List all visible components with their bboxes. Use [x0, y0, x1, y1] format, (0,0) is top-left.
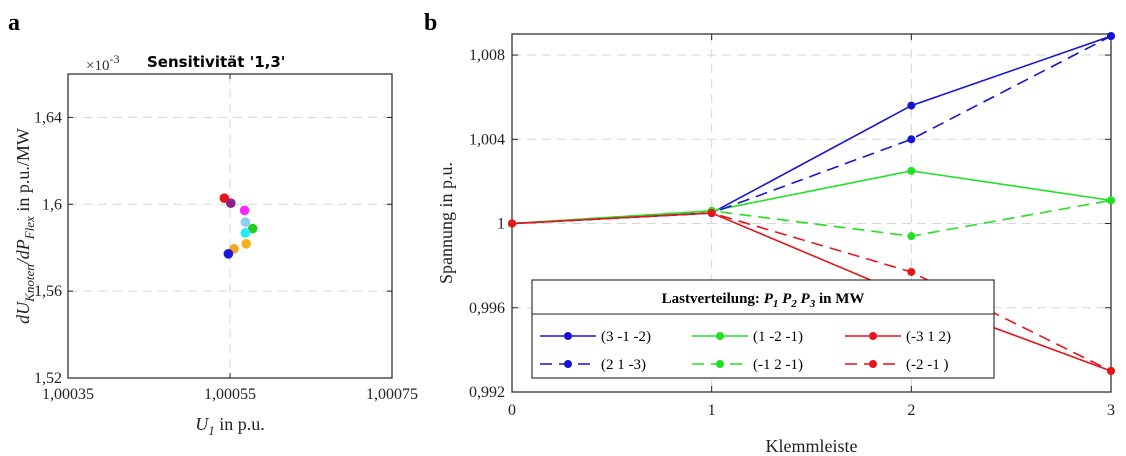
x-tick-label: 1: [708, 402, 716, 419]
y-axis-label: Spannung in p.u.: [436, 162, 456, 284]
legend-marker: [869, 332, 877, 340]
x-tick-label: 1,00055: [204, 386, 256, 403]
legend-marker: [564, 332, 572, 340]
series-marker: [907, 166, 916, 175]
y-tick-label: 1,004: [469, 131, 505, 148]
series-marker: [907, 101, 916, 110]
series-marker: [907, 135, 916, 144]
x-tick-label: 0: [508, 402, 516, 419]
scatter-point: [240, 217, 251, 227]
legend-label: (-2 -1 ): [906, 357, 948, 373]
x-tick-label: 1,00035: [42, 386, 94, 403]
scatter-point: [239, 205, 250, 216]
y-tick-label: 1: [497, 216, 505, 233]
y-tick-label: 0,996: [469, 300, 505, 317]
series-marker: [907, 232, 916, 241]
y-exponent-label: ×10-3: [86, 52, 119, 74]
legend-box: [531, 279, 995, 379]
scatter-point: [247, 223, 258, 234]
series-line: [511, 35, 1112, 225]
legend-marker: [716, 332, 724, 340]
scatter-point: [226, 198, 236, 208]
y-tick-label: 1,56: [34, 283, 62, 300]
x-axis-label: Klemmleiste: [766, 436, 858, 456]
scatter-point: [240, 228, 251, 238]
series-line: [511, 199, 1112, 237]
scatter-point: [223, 248, 234, 259]
legend-label: (2 1 -3): [601, 357, 646, 373]
legend-title: Lastverteilung: P1 P2 P3 in MW: [662, 291, 865, 310]
series-line: [511, 170, 1112, 225]
plot-frame: [511, 33, 1112, 393]
series-marker: [707, 209, 716, 217]
y-tick-label: 1,6: [42, 196, 62, 213]
y-tick-label: 0,992: [469, 384, 505, 401]
scatter-point: [241, 239, 251, 249]
series-marker: [1107, 32, 1115, 41]
x-tick-label: 3: [1107, 402, 1115, 419]
y-tick-label: 1,008: [469, 47, 505, 64]
legend-marker: [869, 360, 877, 368]
series-marker: [1107, 366, 1115, 375]
legend-label: (-1 2 -1): [753, 357, 803, 373]
x-tick-label: 1,00075: [366, 386, 418, 403]
legend-label: (1 -2 -1): [753, 329, 803, 345]
chart-title: Sensitivität '1,3': [147, 53, 285, 71]
panel-a-letter: a: [8, 10, 20, 36]
y-tick-label: 1,64: [34, 109, 62, 126]
series-marker: [1107, 196, 1115, 205]
scatter-point: [219, 193, 230, 204]
panel-a-scatter: 1,00035 1,00055 1,00075 1,52 1,56 1,6 1,64 ×10-…: [13, 52, 418, 438]
x-tick-label: 2: [907, 402, 915, 419]
y-axis-label: dUKnoten/dPFlex in p.u./MW: [13, 128, 37, 324]
legend-label: (3 -1 -2): [601, 329, 651, 345]
legend-marker: [564, 360, 572, 368]
panel-b-line-chart: 0 1 2 3 0,992 0,996 1 1,004 1,008 Klemmleiste Span…: [436, 32, 1115, 456]
series-line: [511, 212, 1112, 372]
panel-b-letter: b: [424, 10, 437, 36]
legend-marker: [716, 360, 724, 368]
y-tick-label: 1,52: [34, 370, 62, 387]
series-marker: [508, 219, 516, 228]
x-axis-label: U1 in p.u.: [195, 414, 265, 438]
series-marker: [907, 267, 916, 276]
series-line: [511, 35, 1112, 225]
legend-label: (-3 1 2): [906, 329, 951, 345]
